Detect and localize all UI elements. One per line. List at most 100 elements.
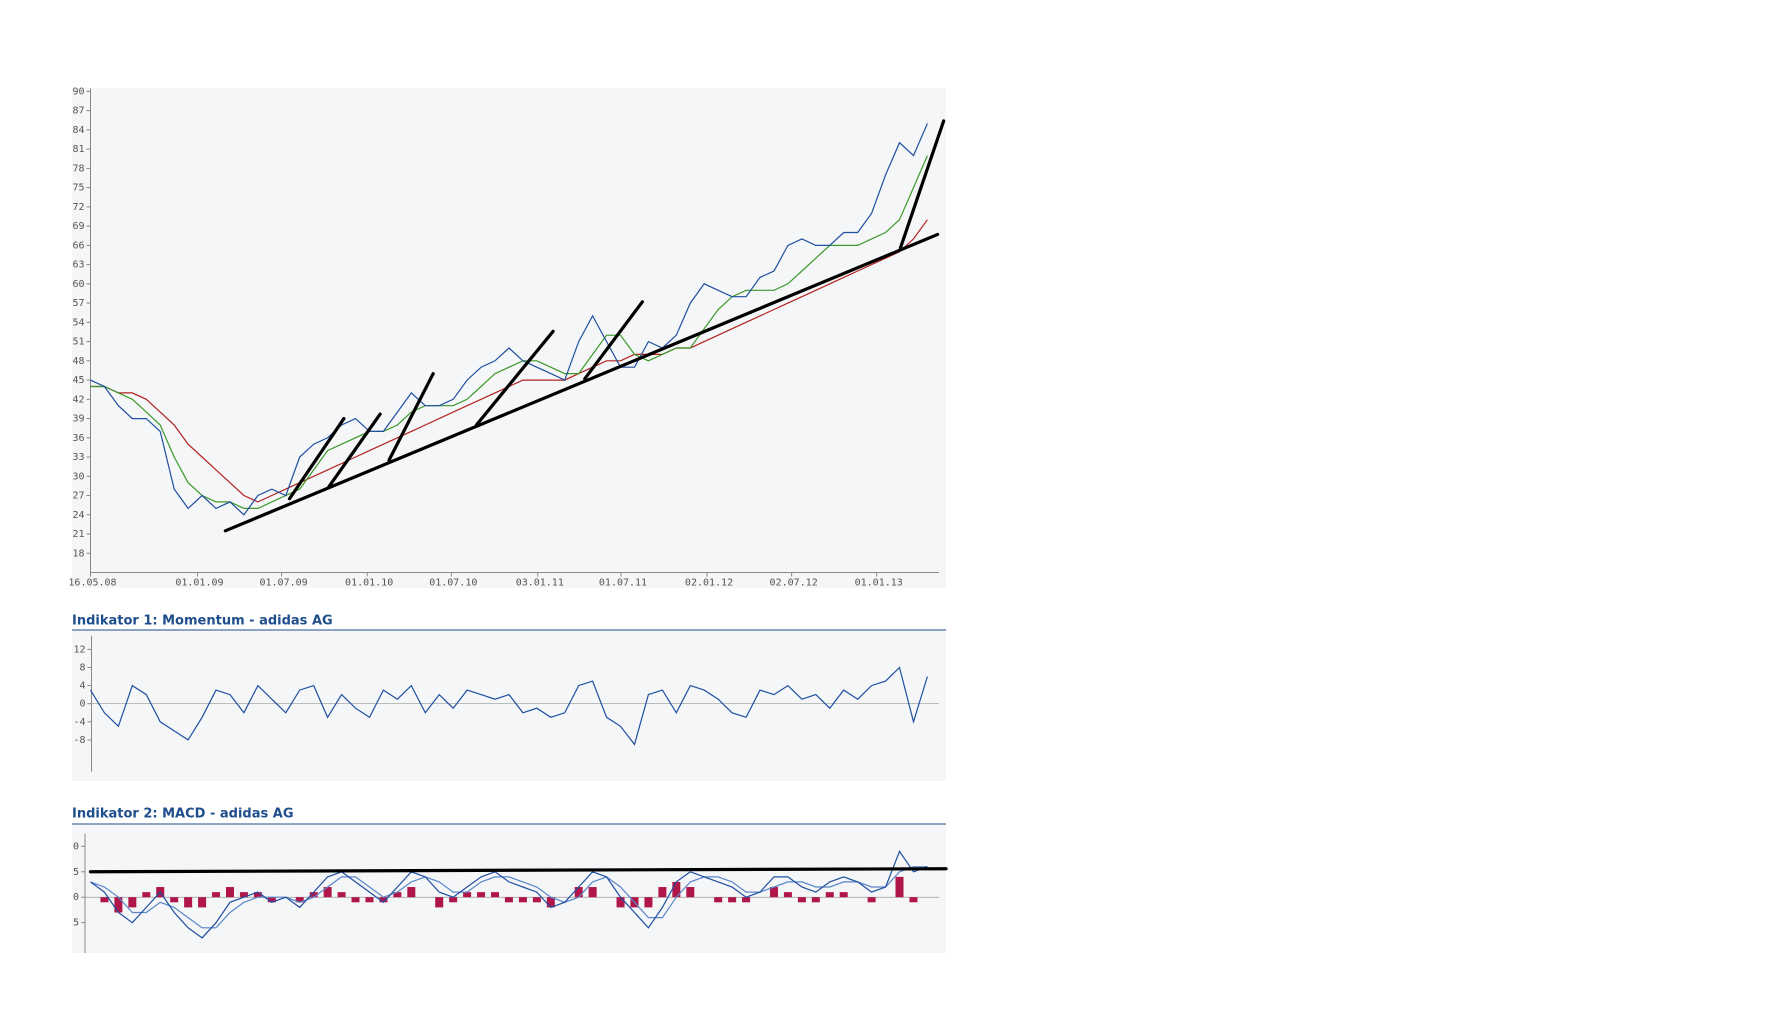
y-tick-label: -8 <box>73 735 85 746</box>
y-tick-label: 30 <box>72 471 84 482</box>
histogram-bar <box>379 897 388 903</box>
histogram-bar <box>546 897 555 908</box>
y-tick-label: 42 <box>72 394 84 405</box>
histogram-bar <box>686 887 695 898</box>
y-tick-label: 12 <box>73 644 85 655</box>
y-tick-label: 63 <box>72 260 84 271</box>
series-line <box>90 850 928 939</box>
histogram-bar <box>839 892 848 898</box>
histogram-bar <box>463 892 472 898</box>
trend-line <box>327 412 382 489</box>
y-tick-label: 75 <box>72 183 84 194</box>
trend-line <box>898 119 946 250</box>
y-tick-label: 33 <box>72 452 84 463</box>
series-line <box>89 666 928 746</box>
x-tick-label: 01.01.10 <box>345 578 393 589</box>
histogram-bar <box>407 887 416 898</box>
y-tick-label: 5 <box>73 918 79 929</box>
histogram-bar <box>672 881 681 898</box>
y-tick-label: 0 <box>73 841 79 852</box>
y-tick-label: 18 <box>72 548 84 559</box>
histogram-bar <box>797 897 806 903</box>
y-tick-label: 36 <box>72 433 84 444</box>
y-tick-label: 5 <box>73 867 79 878</box>
y-tick-label: 66 <box>72 240 84 251</box>
y-tick-label: 39 <box>72 414 84 425</box>
histogram-bar <box>309 892 318 898</box>
histogram-bar <box>574 887 583 898</box>
histogram-bar <box>491 892 500 898</box>
histogram-bar <box>100 897 109 903</box>
histogram-bar <box>518 897 527 903</box>
x-tick-label: 01.07.09 <box>260 578 308 589</box>
histogram-bar <box>225 887 234 898</box>
x-tick-label: 01.01.09 <box>175 578 223 589</box>
histogram-bar <box>658 887 667 898</box>
x-tick-label: 01.07.11 <box>599 578 647 589</box>
y-tick-label: 4 <box>79 681 85 692</box>
trend-line <box>223 232 940 533</box>
y-tick-label: 51 <box>72 337 84 348</box>
y-tick-label: 78 <box>72 163 84 174</box>
momentum-panel <box>72 630 946 781</box>
y-tick-label: 72 <box>72 202 84 213</box>
x-tick-label: 01.07.10 <box>429 578 477 589</box>
histogram-bar <box>267 897 276 903</box>
series-line <box>90 866 928 929</box>
trend-line <box>88 867 948 874</box>
y-tick-label: 48 <box>72 356 84 367</box>
histogram-bar <box>239 892 248 898</box>
histogram-bar <box>588 887 597 898</box>
y-tick-label: 81 <box>72 144 84 155</box>
histogram-bar <box>351 897 360 903</box>
histogram-bar <box>504 897 513 903</box>
histogram-bar <box>714 897 723 903</box>
y-tick-label: 0 <box>79 699 85 710</box>
trend-line <box>583 300 644 381</box>
histogram-bar <box>769 887 778 898</box>
trend-line <box>287 416 346 501</box>
trend-line <box>474 329 555 427</box>
x-tick-label: 02.01.12 <box>685 578 733 589</box>
y-tick-label: 24 <box>72 510 84 521</box>
y-tick-label: 45 <box>72 375 84 386</box>
histogram-bar <box>323 887 332 898</box>
histogram-bar <box>253 892 262 898</box>
histogram-bar <box>449 897 458 903</box>
x-tick-label: 16.05.08 <box>68 578 116 589</box>
histogram-bar <box>170 897 179 903</box>
price-panel <box>72 88 946 588</box>
histogram-bar <box>728 897 737 903</box>
y-tick-label: 90 <box>72 86 84 97</box>
series-line <box>90 123 928 516</box>
y-tick-label: 69 <box>72 221 84 232</box>
trend-line <box>387 372 435 462</box>
y-tick-label: 21 <box>72 529 84 540</box>
y-tick-label: -4 <box>73 717 85 728</box>
macd-title: Indikator 2: MACD - adidas AG <box>72 807 294 822</box>
histogram-bar <box>477 892 486 898</box>
y-tick-label: 87 <box>72 106 84 117</box>
histogram-bar <box>616 897 625 908</box>
y-tick-label: 60 <box>72 279 84 290</box>
histogram-bar <box>825 892 834 898</box>
histogram-bar <box>867 897 876 903</box>
histogram-bar <box>895 876 904 898</box>
histogram-bar <box>337 892 346 898</box>
y-tick-label: 54 <box>72 317 84 328</box>
x-tick-label: 02.07.12 <box>770 578 818 589</box>
histogram-bar <box>393 892 402 898</box>
histogram-bar <box>783 892 792 898</box>
y-tick-label: 8 <box>79 662 85 673</box>
histogram-bar <box>811 897 820 903</box>
histogram-bar <box>909 897 918 903</box>
macd-panel <box>72 824 946 953</box>
histogram-bar <box>742 897 751 903</box>
y-tick-label: 57 <box>72 298 84 309</box>
histogram-bar <box>142 892 151 898</box>
x-tick-label: 01.01.13 <box>855 578 903 589</box>
histogram-bar <box>435 897 444 908</box>
histogram-bar <box>532 897 541 903</box>
histogram-bar <box>644 897 653 908</box>
y-tick-label: 27 <box>72 491 84 502</box>
